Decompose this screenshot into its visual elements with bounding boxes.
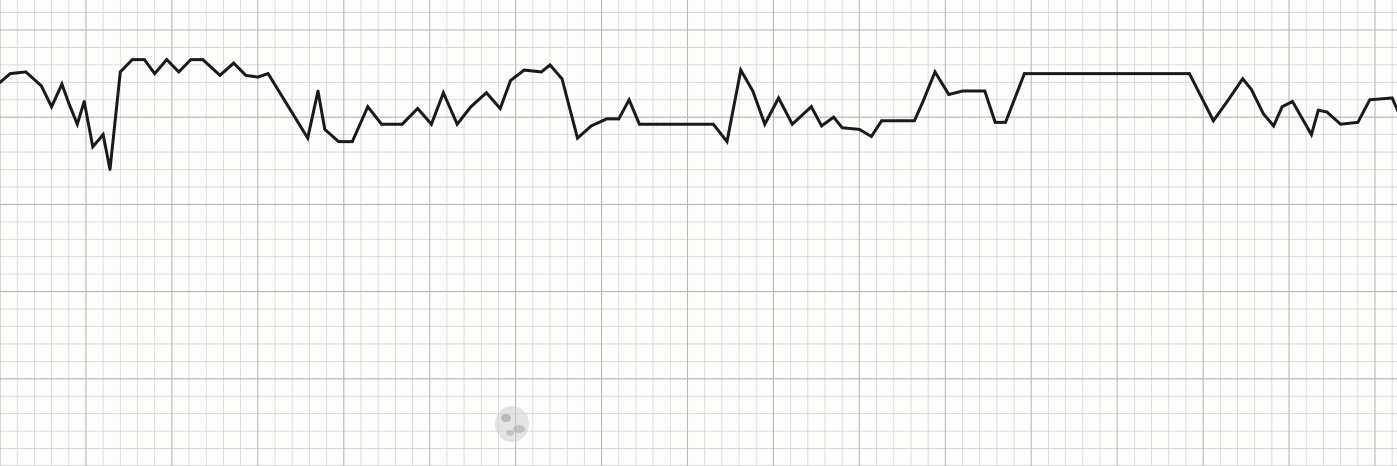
data-point [165,58,169,61]
paper-smudge-mark [495,406,529,442]
data-point [266,72,270,75]
data-point [983,89,987,93]
data-point [522,68,526,72]
data-point [91,145,95,149]
data-point [790,122,794,126]
data-point [101,133,105,137]
data-point [1023,72,1026,75]
data-point [153,72,157,75]
data-point [832,115,835,119]
data-point [899,119,902,123]
data-point [316,89,320,93]
data-point [306,136,310,140]
data-point [1261,112,1265,116]
data-point [655,122,658,126]
data-point [380,122,383,126]
data-point [777,96,780,100]
data-point [540,70,543,74]
data-point [8,72,12,75]
data-point [627,98,631,102]
data-point [430,122,433,126]
data-point [485,91,488,95]
data-point [840,126,844,130]
data-point [82,100,86,103]
data-point [1356,121,1360,124]
data-point [108,168,112,171]
data-point [118,70,122,74]
data-point [1280,105,1284,109]
data-point [913,119,916,123]
data-point [820,124,823,128]
data-point [1225,100,1229,103]
data-point [39,84,43,88]
data-point [1310,133,1313,137]
data-point [1390,96,1394,100]
data-point [442,91,445,95]
data-point [509,79,512,82]
data-point [1291,100,1294,103]
data-point [548,63,552,67]
data-point [605,117,609,121]
data-point [350,140,354,144]
data-point [763,122,767,126]
data-point [1325,110,1329,114]
data-point [201,58,205,61]
data-point [751,89,755,93]
data-point [933,70,937,74]
series-line-0 [0,57,1397,170]
data-point [256,75,260,79]
data-point [1004,121,1007,124]
data-point [1241,77,1245,81]
data-point [1368,98,1372,102]
data-point [1188,72,1191,75]
data-point [189,58,193,61]
data-point [24,70,28,74]
data-point [1316,108,1320,112]
data-point [880,119,884,123]
data-point [739,68,743,72]
data-point [589,124,593,128]
data-point [244,73,248,77]
data-point [576,136,579,140]
data-point [961,89,964,93]
data-point [725,140,729,144]
data-point [921,100,925,103]
data-point [366,105,370,109]
data-point [1339,122,1342,126]
data-point [232,61,236,65]
data-point [337,140,340,144]
data-point [0,80,2,84]
data-point [498,107,502,110]
data-point [400,122,404,126]
data-point [177,70,181,74]
series-layer [0,57,1397,171]
data-point [1212,119,1215,123]
data-point [75,122,79,126]
data-point [218,73,222,77]
data-point [993,121,997,124]
data-point [809,105,813,109]
data-point [455,122,459,126]
data-point [469,105,473,109]
data-point [323,127,327,131]
data-point [1249,87,1253,91]
data-point [1272,124,1275,128]
data-point [67,101,71,105]
data-point [130,58,134,61]
data-point [638,122,641,126]
data-point [947,93,951,96]
data-point [143,58,146,61]
data-point [416,107,420,110]
data-point [60,82,64,86]
data-point [50,105,53,109]
data-point [560,77,564,81]
data-point [711,122,715,126]
data-point [858,127,861,131]
data-point [617,117,621,121]
data-point [870,135,873,138]
